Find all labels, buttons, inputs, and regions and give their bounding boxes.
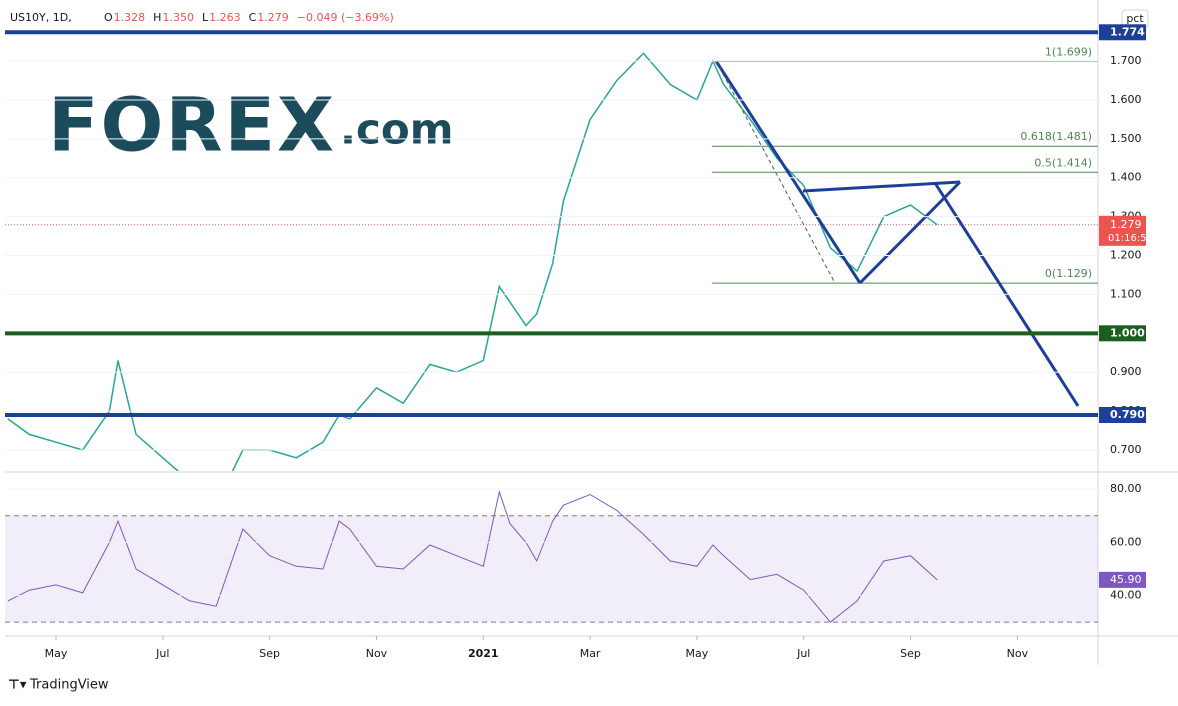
level-tag (1099, 406, 1146, 423)
x-tick-label: Nov (1007, 647, 1029, 660)
fib-label: 1(1.699) (1045, 45, 1092, 58)
footer-brand: TradingView (29, 678, 109, 693)
y-tick-label: 0.900 (1110, 365, 1142, 378)
ohlc-key: O (104, 11, 113, 24)
logo-brand: FOREX (48, 83, 336, 169)
logo-suffix: .com (340, 105, 453, 154)
x-tick-label: Jul (796, 647, 810, 660)
fib-label: 0.618(1.481) (1020, 130, 1092, 143)
y-tick-label: 1.500 (1110, 132, 1142, 145)
fib-label: 0(1.129) (1045, 267, 1092, 280)
y-tick-label: 60.00 (1110, 535, 1142, 548)
y-tick-label: 1.700 (1110, 54, 1142, 67)
x-tick-label: Sep (259, 647, 280, 660)
x-tick-label: May (686, 647, 709, 660)
y-tick-label: 1.400 (1110, 171, 1142, 184)
ohlc-value: 1.328 (114, 11, 146, 24)
ohlc-value: 1.263 (209, 11, 241, 24)
x-tick-label: Nov (366, 647, 388, 660)
x-tick-label: Sep (900, 647, 921, 660)
x-tick-label: Mar (580, 647, 601, 660)
x-tick-label: 2021 (468, 647, 499, 660)
scale-button-label[interactable]: pct (1126, 12, 1144, 25)
y-tick-label: 1.600 (1110, 93, 1142, 106)
last-price-tag (1099, 215, 1146, 246)
level-tag (1099, 24, 1146, 41)
y-tick-label: 1.100 (1110, 287, 1142, 300)
countdown: 01:16:57 (1108, 233, 1153, 244)
y-tick-label: 80.00 (1110, 482, 1142, 495)
change: −0.049 (−3.69%) (297, 11, 394, 24)
rsi-band (5, 515, 1098, 623)
x-tick-label: Jul (155, 647, 169, 660)
rsi-tag-label: 45.90 (1110, 573, 1142, 586)
y-tick-label: 0.700 (1110, 443, 1142, 456)
y-tick-label: 40.00 (1110, 589, 1142, 602)
ohlc-key: H (153, 11, 161, 24)
symbol: US10Y, 1D, (10, 11, 72, 24)
x-tick-label: May (45, 647, 68, 660)
level-tag (1099, 325, 1146, 342)
y-tick-label: 1.200 (1110, 249, 1142, 262)
fib-label: 0.5(1.414) (1034, 156, 1092, 169)
footer-icon: ⊤▾ (8, 678, 27, 693)
rsi-line (7, 489, 938, 623)
level-tag-label: 0.790 (1110, 408, 1145, 421)
level-tag-label: 1.000 (1110, 326, 1145, 339)
last-price-label: 1.279 (1110, 218, 1142, 231)
pattern-drawing (714, 60, 1080, 407)
ohlc-key: L (202, 11, 209, 24)
price-line (7, 52, 938, 471)
rsi-tag (1099, 571, 1146, 588)
ohlc-value: 1.350 (162, 11, 194, 24)
ohlc-value: 1.279 (257, 11, 289, 24)
ohlc-key: C (249, 11, 257, 24)
level-tag-label: 1.774 (1110, 25, 1145, 38)
